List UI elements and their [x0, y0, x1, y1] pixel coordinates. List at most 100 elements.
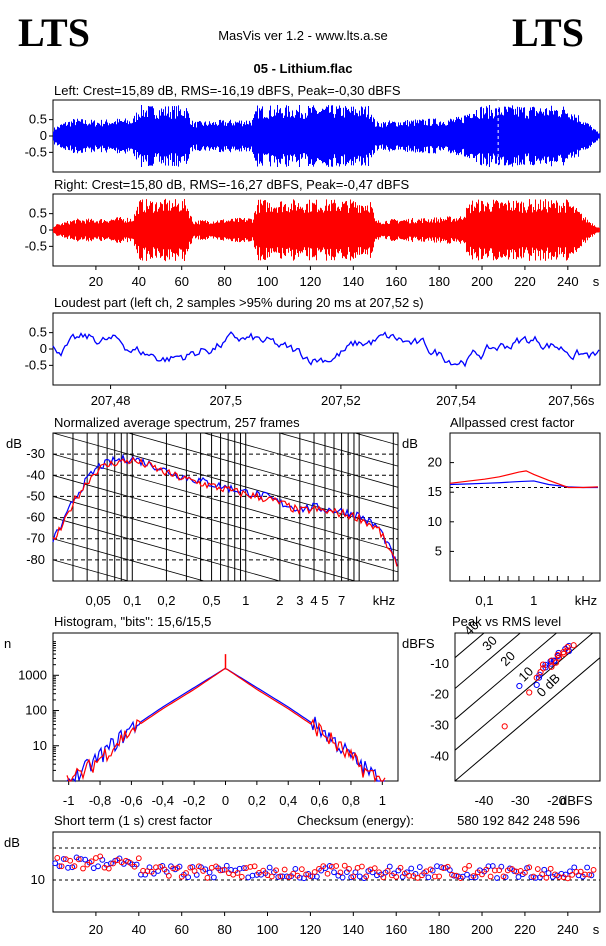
short-crest-point-1: [470, 873, 477, 879]
short-crest-point-1: [453, 872, 460, 879]
peak-rms-ytick: -10: [430, 656, 449, 671]
histogram-xtick: -0,6: [120, 793, 142, 808]
short-crest-xtick: 60: [174, 922, 188, 937]
loudest-xtick: 207,5: [209, 393, 242, 408]
spectrum-title: Normalized average spectrum, 257 frames: [54, 415, 300, 430]
peak-rms-point-1: [570, 642, 577, 649]
short-crest-point-1: [380, 874, 387, 881]
logo-right: LTS: [512, 10, 584, 55]
short-crest-point-1: [346, 866, 352, 872]
short-crest-point-1: [522, 869, 528, 876]
short-crest-point-0: [425, 874, 432, 881]
short-crest-point-0: [266, 864, 273, 871]
spectrum-grid: [53, 327, 398, 805]
spectrum-series-1: [52, 456, 398, 567]
short-crest-point-1: [307, 873, 314, 880]
spectrum-slope-line: [53, 687, 398, 784]
short-crest-point-1: [491, 867, 498, 874]
peak-rms-point-1: [540, 665, 547, 672]
peak-rms-point-1: [526, 689, 533, 696]
short-crest-point-1: [350, 873, 357, 880]
peak-rms-point-1: [554, 651, 561, 659]
short-crest-point-1: [204, 874, 211, 881]
right-waveform-ytick: -0.5: [25, 238, 47, 253]
short-crest-point-1: [238, 873, 245, 880]
right-waveform-xtick: 40: [132, 274, 146, 289]
left-waveform-signal: [53, 104, 600, 168]
peak-rms-xlabel: dBFS: [560, 793, 593, 808]
short-crest-point-0: [95, 863, 101, 870]
short-crest-point-1: [427, 866, 434, 873]
short-crest-point-1: [294, 872, 301, 879]
short-crest-point-1: [281, 866, 288, 873]
right-waveform-xtick: 200: [471, 274, 493, 289]
spectrum-slope-line: [53, 623, 398, 720]
loudest-ytick: 0: [40, 341, 47, 356]
short-crest-point-1: [483, 866, 490, 873]
spectrum-xtick: 5: [321, 593, 328, 608]
spectrum-xtick: 0,2: [157, 593, 175, 608]
right-waveform-xtick: 120: [300, 274, 322, 289]
short-crest-point-1: [191, 868, 198, 874]
short-crest-point-1: [577, 868, 584, 875]
right-waveform-xtick: 20: [89, 274, 103, 289]
short-crest-point-0: [331, 869, 337, 876]
spectrum-ytick: -40: [26, 467, 45, 482]
short-crest-point-0: [52, 860, 59, 867]
short-crest-point-1: [547, 865, 554, 872]
short-crest-point-0: [60, 856, 67, 862]
short-crest-point-1: [500, 873, 507, 880]
short-crest-xtick: 180: [428, 922, 450, 937]
short-crest-point-0: [408, 865, 415, 872]
short-crest-point-0: [541, 866, 548, 873]
short-crest-point-1: [530, 873, 537, 880]
loudest-signal: [52, 331, 600, 368]
short-crest-point-1: [337, 869, 344, 876]
short-crest-point-1: [268, 873, 275, 880]
peak-rms-point-1: [564, 644, 571, 651]
right-waveform-ytick: 0.5: [29, 206, 47, 221]
short-crest-point-1: [569, 871, 576, 878]
short-crest-xtick: 120: [300, 922, 322, 937]
spectrum-slope-line: [53, 708, 398, 805]
short-crest-point-0: [386, 863, 393, 870]
short-crest-point-1: [67, 857, 74, 864]
spectrum-ytick: -70: [26, 531, 45, 546]
short-crest-point-1: [590, 866, 597, 873]
loudest-xtick: 207,48: [91, 393, 131, 408]
histogram-xtick: 0,4: [279, 793, 297, 808]
spectrum-frame: [52, 432, 399, 582]
spectrum-ytick: -30: [26, 446, 45, 461]
loudest-ytick: 0.5: [29, 325, 47, 340]
right-waveform-signal: [53, 198, 600, 262]
short-crest-point-0: [339, 874, 346, 881]
histogram-xtick: 0,2: [248, 793, 266, 808]
short-crest-point-0: [309, 873, 316, 880]
spectrum-slope-line: [53, 327, 398, 424]
logo-left: LTS: [18, 10, 90, 55]
allpassed-series-1: [449, 470, 598, 489]
short-crest-frame: [52, 831, 601, 913]
peak-rms-crest-lines: [455, 633, 600, 781]
peak-rms-xtick: -20: [547, 793, 566, 808]
peak-rms-crest-label: 20: [497, 648, 518, 669]
spectrum-xtick: 0,1: [123, 593, 141, 608]
short-crest-point-1: [58, 863, 65, 870]
right-waveform-xtick: 60: [174, 274, 188, 289]
short-crest-point-1: [496, 867, 503, 874]
file-name: 05 - Lithium.flac: [254, 61, 353, 76]
short-crest-point-1: [431, 873, 438, 880]
right-waveform-ytick: 0: [40, 222, 47, 237]
peak-rms-crest-label: 0 dB: [534, 670, 564, 700]
short-crest-point-1: [358, 863, 365, 870]
short-crest-point-0: [464, 871, 470, 878]
short-crest-point-1: [419, 872, 425, 879]
short-crest-xtick: 220: [514, 922, 536, 937]
short-crest-point-0: [292, 865, 299, 872]
short-crest-point-1: [105, 865, 112, 872]
right-waveform-xtick: 180: [428, 274, 450, 289]
short-crest-ytick: 10: [31, 872, 45, 887]
loudest-part-title: Loudest part (left ch, 2 samples >95% du…: [54, 295, 424, 310]
allpassed-ytick: 5: [435, 543, 442, 558]
peak-rms-crest-line: [455, 633, 558, 720]
